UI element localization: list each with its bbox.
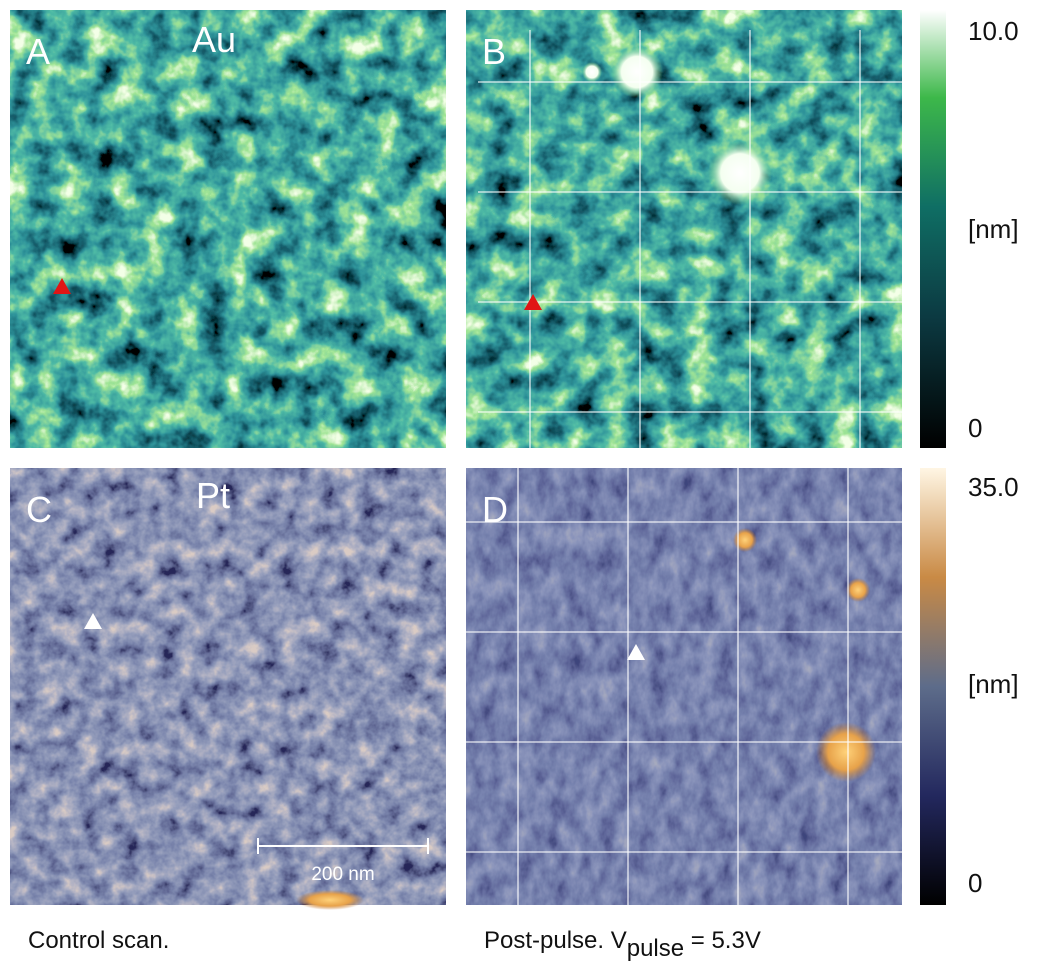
feature	[582, 62, 602, 82]
feature	[611, 46, 663, 98]
caption-subscript: pulse	[627, 935, 684, 962]
afm-image	[466, 468, 902, 905]
colorbar-unit: [nm]	[968, 669, 1019, 699]
panel-label: B	[482, 31, 506, 72]
feature	[733, 528, 757, 552]
afm-image	[466, 10, 902, 448]
feature	[816, 722, 876, 782]
material-label: Pt	[196, 475, 230, 516]
caption-suffix: = 5.3V	[684, 927, 761, 954]
colorbar-max: 10.0	[968, 16, 1019, 46]
caption: Control scan.	[28, 927, 169, 954]
colorbar	[920, 10, 946, 448]
feature	[708, 141, 772, 205]
figure: A Au B 10.0 [nm] 0 C Pt 200 nm	[0, 0, 1037, 966]
colorbar-max: 35.0	[968, 472, 1019, 502]
afm-image	[10, 468, 446, 905]
feature	[296, 890, 364, 910]
caption-text: Post-pulse. V	[484, 927, 627, 954]
caption: Post-pulse. Vpulse = 5.3V	[484, 927, 761, 962]
colorbar-unit: [nm]	[968, 214, 1019, 244]
scale-bar-label: 200 nm	[311, 864, 374, 885]
afm-image	[10, 10, 446, 448]
panel-label: C	[26, 489, 52, 530]
colorbar-min: 0	[968, 868, 982, 898]
panel-label: D	[482, 489, 508, 530]
material-label: Au	[192, 19, 236, 60]
feature	[846, 578, 870, 602]
panel-label: A	[26, 31, 50, 72]
colorbar	[920, 468, 946, 905]
colorbar-min: 0	[968, 413, 982, 443]
